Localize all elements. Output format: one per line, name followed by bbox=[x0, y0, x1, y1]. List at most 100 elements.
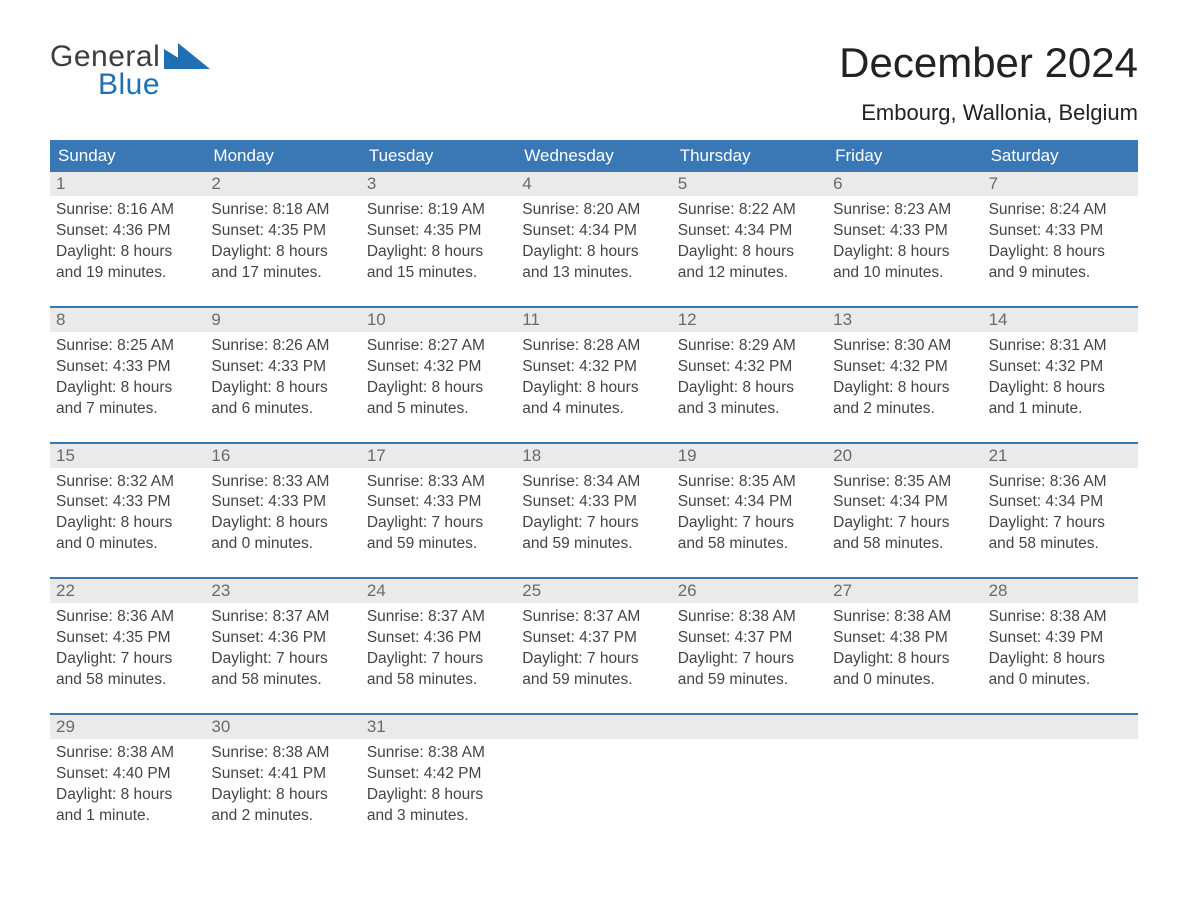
sunrise-text: Sunrise: 8:34 AM bbox=[522, 472, 665, 493]
day-cell: Sunrise: 8:38 AMSunset: 4:42 PMDaylight:… bbox=[361, 739, 516, 849]
daylight-text-line1: Daylight: 8 hours bbox=[56, 785, 199, 806]
day-number: 9 bbox=[205, 308, 360, 332]
sunset-text: Sunset: 4:37 PM bbox=[678, 628, 821, 649]
daylight-text-line2: and 58 minutes. bbox=[367, 670, 510, 691]
daylight-text-line1: Daylight: 7 hours bbox=[211, 649, 354, 670]
day-number: 7 bbox=[983, 172, 1138, 196]
day-number: 14 bbox=[983, 308, 1138, 332]
sunrise-text: Sunrise: 8:23 AM bbox=[833, 200, 976, 221]
day-number: 5 bbox=[672, 172, 827, 196]
daylight-text-line1: Daylight: 8 hours bbox=[989, 378, 1132, 399]
daynum-strip: 22232425262728 bbox=[50, 579, 1138, 603]
day-number: 25 bbox=[516, 579, 671, 603]
day-cell: Sunrise: 8:20 AMSunset: 4:34 PMDaylight:… bbox=[516, 196, 671, 306]
day-cell: Sunrise: 8:24 AMSunset: 4:33 PMDaylight:… bbox=[983, 196, 1138, 306]
daylight-text-line2: and 7 minutes. bbox=[56, 399, 199, 420]
sunrise-text: Sunrise: 8:35 AM bbox=[678, 472, 821, 493]
sunrise-text: Sunrise: 8:26 AM bbox=[211, 336, 354, 357]
day-cell: Sunrise: 8:31 AMSunset: 4:32 PMDaylight:… bbox=[983, 332, 1138, 442]
daylight-text-line1: Daylight: 8 hours bbox=[522, 242, 665, 263]
daylight-text-line2: and 58 minutes. bbox=[989, 534, 1132, 555]
calendar: Sunday Monday Tuesday Wednesday Thursday… bbox=[50, 140, 1138, 848]
sunset-text: Sunset: 4:32 PM bbox=[522, 357, 665, 378]
sunset-text: Sunset: 4:33 PM bbox=[522, 492, 665, 513]
sunrise-text: Sunrise: 8:37 AM bbox=[367, 607, 510, 628]
daylight-text-line2: and 59 minutes. bbox=[678, 670, 821, 691]
header-row: General Blue December 2024 Embourg, Wall… bbox=[50, 40, 1138, 132]
sunset-text: Sunset: 4:33 PM bbox=[367, 492, 510, 513]
daynum-strip: 891011121314 bbox=[50, 308, 1138, 332]
sunset-text: Sunset: 4:40 PM bbox=[56, 764, 199, 785]
sunset-text: Sunset: 4:32 PM bbox=[833, 357, 976, 378]
sunrise-text: Sunrise: 8:35 AM bbox=[833, 472, 976, 493]
week-block: 293031 Sunrise: 8:38 AMSunset: 4:40 PMDa… bbox=[50, 713, 1138, 849]
sunset-text: Sunset: 4:36 PM bbox=[367, 628, 510, 649]
day-number: 30 bbox=[205, 715, 360, 739]
day-number: 6 bbox=[827, 172, 982, 196]
day-number: 22 bbox=[50, 579, 205, 603]
sunset-text: Sunset: 4:33 PM bbox=[211, 357, 354, 378]
daylight-text-line1: Daylight: 8 hours bbox=[211, 785, 354, 806]
daylight-text-line1: Daylight: 7 hours bbox=[678, 649, 821, 670]
daylight-text-line2: and 58 minutes. bbox=[56, 670, 199, 691]
daylight-text-line1: Daylight: 8 hours bbox=[367, 242, 510, 263]
day-cell bbox=[827, 739, 982, 849]
daylight-text-line2: and 58 minutes. bbox=[211, 670, 354, 691]
daylight-text-line1: Daylight: 7 hours bbox=[522, 649, 665, 670]
daylight-text-line1: Daylight: 8 hours bbox=[833, 378, 976, 399]
daylight-text-line1: Daylight: 8 hours bbox=[678, 242, 821, 263]
daylight-text-line1: Daylight: 8 hours bbox=[56, 513, 199, 534]
sunset-text: Sunset: 4:34 PM bbox=[678, 221, 821, 242]
sunset-text: Sunset: 4:34 PM bbox=[989, 492, 1132, 513]
day-cell: Sunrise: 8:33 AMSunset: 4:33 PMDaylight:… bbox=[361, 468, 516, 578]
sunrise-text: Sunrise: 8:20 AM bbox=[522, 200, 665, 221]
day-number: 17 bbox=[361, 444, 516, 468]
daynum-strip: 293031 bbox=[50, 715, 1138, 739]
day-number: 11 bbox=[516, 308, 671, 332]
daylight-text-line2: and 0 minutes. bbox=[211, 534, 354, 555]
week-block: 891011121314Sunrise: 8:25 AMSunset: 4:33… bbox=[50, 306, 1138, 442]
sunset-text: Sunset: 4:39 PM bbox=[989, 628, 1132, 649]
sunrise-text: Sunrise: 8:37 AM bbox=[211, 607, 354, 628]
weekday-tuesday: Tuesday bbox=[361, 140, 516, 172]
daylight-text-line2: and 9 minutes. bbox=[989, 263, 1132, 284]
daylight-text-line1: Daylight: 7 hours bbox=[367, 513, 510, 534]
sunset-text: Sunset: 4:41 PM bbox=[211, 764, 354, 785]
daylight-text-line1: Daylight: 8 hours bbox=[211, 242, 354, 263]
sunrise-text: Sunrise: 8:33 AM bbox=[367, 472, 510, 493]
daylight-text-line2: and 0 minutes. bbox=[989, 670, 1132, 691]
day-number bbox=[983, 715, 1138, 739]
sunrise-text: Sunrise: 8:37 AM bbox=[522, 607, 665, 628]
day-cell: Sunrise: 8:38 AMSunset: 4:40 PMDaylight:… bbox=[50, 739, 205, 849]
day-number: 21 bbox=[983, 444, 1138, 468]
weekday-wednesday: Wednesday bbox=[516, 140, 671, 172]
info-row: Sunrise: 8:36 AMSunset: 4:35 PMDaylight:… bbox=[50, 603, 1138, 713]
day-number: 31 bbox=[361, 715, 516, 739]
weekday-friday: Friday bbox=[827, 140, 982, 172]
sunrise-text: Sunrise: 8:38 AM bbox=[56, 743, 199, 764]
weekday-monday: Monday bbox=[205, 140, 360, 172]
day-number: 1 bbox=[50, 172, 205, 196]
daylight-text-line1: Daylight: 7 hours bbox=[989, 513, 1132, 534]
week-block: 1234567Sunrise: 8:16 AMSunset: 4:36 PMDa… bbox=[50, 172, 1138, 306]
daylight-text-line2: and 4 minutes. bbox=[522, 399, 665, 420]
daylight-text-line1: Daylight: 7 hours bbox=[522, 513, 665, 534]
daylight-text-line2: and 13 minutes. bbox=[522, 263, 665, 284]
location-text: Embourg, Wallonia, Belgium bbox=[839, 100, 1138, 126]
day-cell: Sunrise: 8:27 AMSunset: 4:32 PMDaylight:… bbox=[361, 332, 516, 442]
sunrise-text: Sunrise: 8:33 AM bbox=[211, 472, 354, 493]
daylight-text-line1: Daylight: 8 hours bbox=[678, 378, 821, 399]
day-number bbox=[672, 715, 827, 739]
daylight-text-line2: and 2 minutes. bbox=[211, 806, 354, 827]
daylight-text-line1: Daylight: 8 hours bbox=[211, 378, 354, 399]
logo: General Blue bbox=[50, 40, 210, 102]
sunrise-text: Sunrise: 8:28 AM bbox=[522, 336, 665, 357]
day-cell: Sunrise: 8:19 AMSunset: 4:35 PMDaylight:… bbox=[361, 196, 516, 306]
daylight-text-line2: and 59 minutes. bbox=[522, 534, 665, 555]
day-cell: Sunrise: 8:29 AMSunset: 4:32 PMDaylight:… bbox=[672, 332, 827, 442]
sunset-text: Sunset: 4:34 PM bbox=[833, 492, 976, 513]
sunrise-text: Sunrise: 8:38 AM bbox=[833, 607, 976, 628]
day-cell: Sunrise: 8:37 AMSunset: 4:37 PMDaylight:… bbox=[516, 603, 671, 713]
daynum-strip: 1234567 bbox=[50, 172, 1138, 196]
day-number: 13 bbox=[827, 308, 982, 332]
